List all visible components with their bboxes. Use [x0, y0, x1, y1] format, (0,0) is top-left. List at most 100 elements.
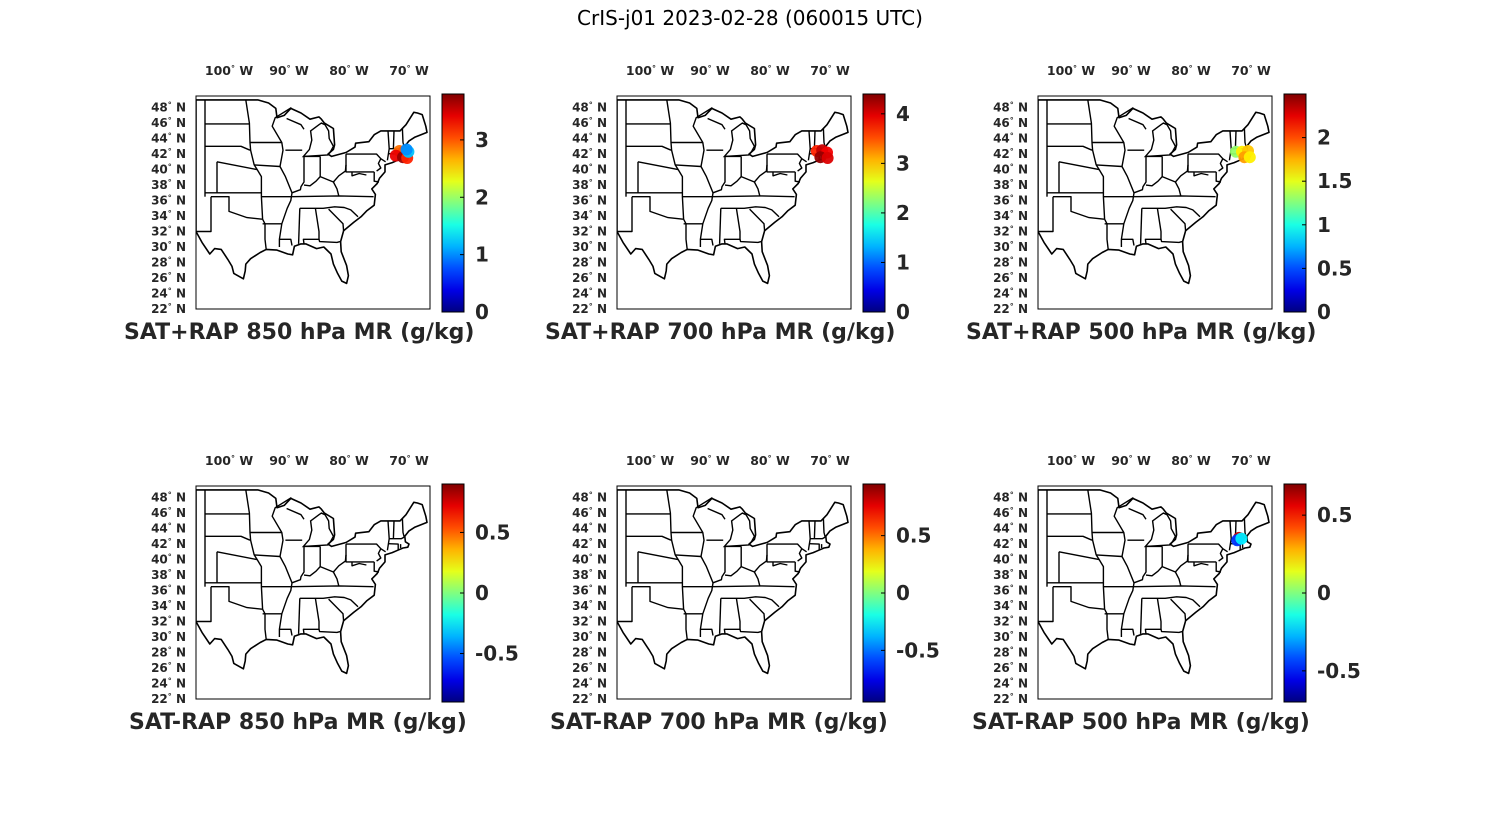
colorbar-tick-label: -0.5: [896, 638, 940, 662]
lat-tick-label: 38° N: [993, 568, 1028, 582]
colorbar-tick-label: 0: [1317, 300, 1331, 324]
lat-tick-label: 48° N: [151, 101, 186, 115]
state-border: [1121, 628, 1135, 636]
lat-tick-label: 40° N: [993, 553, 1028, 567]
colorbar: [862, 93, 886, 313]
lat-tick-label: 22° N: [993, 692, 1028, 706]
lat-tick-label: 44° N: [151, 522, 186, 536]
map-panel-sat-minus-rap-700: 100° W 90° W 80° W 70° W 48° N 46° N 44° N 42° …: [545, 450, 965, 750]
state-border: [291, 195, 374, 198]
lat-tick-label: 26° N: [151, 271, 186, 285]
lat-tick-label: 46° N: [572, 506, 607, 520]
colorbar-tick-label: 3: [896, 151, 910, 175]
lat-tick-label: 40° N: [151, 553, 186, 567]
state-border: [675, 164, 702, 168]
map-frame: [195, 95, 431, 310]
map-panel-sat-plus-rap-850: 100° W 90° W 80° W 70° W 48° N 46° N 44° N 42° …: [124, 60, 544, 360]
state-border: [245, 489, 267, 640]
coastline: [617, 489, 849, 675]
colorbar-tick-label: 1.5: [1317, 169, 1352, 193]
map-axes: 100° W 90° W 80° W 70° W 48° N46° N 44° N42° …: [993, 453, 1361, 706]
colorbar-tick-label: 1: [475, 243, 489, 267]
colorbar-tick-label: 1: [1317, 213, 1331, 237]
colorbar-tick-label: 0.5: [1317, 256, 1352, 280]
lon-tick-label: 70° W: [810, 453, 850, 468]
state-border: [1193, 171, 1209, 177]
state-border: [718, 598, 722, 634]
state-border: [318, 629, 341, 634]
lat-tick-label: 28° N: [572, 646, 607, 660]
lat-tick-label: 36° N: [572, 194, 607, 208]
state-border: [1170, 598, 1187, 621]
lon-tick-label: 90° W: [690, 63, 730, 78]
lat-tick-label: 42° N: [993, 147, 1028, 161]
coastline: [196, 489, 428, 675]
lat-tick-label: 40° N: [572, 163, 607, 177]
state-border: [1187, 164, 1217, 173]
colorbar-tick-label: 2: [896, 201, 910, 225]
lon-tick-label: 70° W: [389, 453, 429, 468]
panel-title: SAT+RAP 700 hPa MR (g/kg): [545, 320, 896, 345]
state-border: [299, 596, 359, 608]
state-border: [749, 208, 766, 231]
lat-tick-label: 48° N: [993, 101, 1028, 115]
lat-tick-label: 26° N: [993, 661, 1028, 675]
map-panel-sat-plus-rap-500: 100° W 90° W 80° W 70° W 48° N 46° N 44° N 42° …: [966, 60, 1386, 360]
state-border: [739, 239, 762, 244]
state-border: [376, 548, 382, 562]
lat-tick-label: 38° N: [151, 568, 186, 582]
state-border: [1139, 598, 1143, 634]
state-border: [1188, 153, 1228, 163]
map-geography: [196, 99, 428, 285]
state-border: [666, 99, 688, 250]
map-axes: 100° W 90° W 80° W 70° W 48° N46° N 44° N42° …: [151, 453, 519, 706]
lat-tick-label: 22° N: [993, 302, 1028, 316]
lon-tick-label: 70° W: [389, 63, 429, 78]
state-border: [1160, 629, 1183, 634]
map-background: [617, 486, 851, 699]
map-frame: [1037, 485, 1273, 700]
state-border: [772, 171, 788, 177]
lat-tick-label: 36° N: [572, 584, 607, 598]
state-border: [345, 554, 375, 563]
map-axes: 100° W 90° W 80° W 70° W 48° N46° N 44° N42° …: [151, 63, 489, 324]
colorbar-tick-label: 4: [896, 102, 910, 126]
state-border: [740, 154, 768, 183]
state-border: [810, 536, 826, 540]
map-geography: [196, 489, 428, 675]
lon-tick-label: 100° W: [626, 453, 674, 468]
colorbar-tick-label: 2: [475, 185, 489, 209]
state-border: [1128, 117, 1147, 130]
lat-tick-label: 48° N: [151, 491, 186, 505]
state-border: [211, 585, 263, 610]
state-border: [1234, 130, 1237, 149]
state-border: [332, 571, 340, 587]
state-border: [1141, 596, 1201, 608]
state-border: [389, 536, 405, 540]
state-border: [392, 130, 395, 149]
lat-tick-label: 26° N: [151, 661, 186, 675]
lon-tick-label: 100° W: [1047, 63, 1095, 78]
state-border: [675, 554, 702, 558]
state-border: [392, 520, 395, 539]
lat-tick-label: 42° N: [993, 537, 1028, 551]
state-border: [637, 161, 679, 171]
panel-title: SAT-RAP 850 hPa MR (g/kg): [129, 710, 467, 735]
state-border: [1058, 551, 1100, 561]
lat-tick-label: 46° N: [993, 116, 1028, 130]
coastline: [196, 99, 428, 285]
state-border: [1133, 546, 1147, 584]
map-frame: [616, 485, 852, 700]
lon-tick-label: 70° W: [810, 63, 850, 78]
lat-tick-label: 42° N: [572, 537, 607, 551]
state-border: [328, 208, 345, 231]
state-border: [767, 153, 807, 163]
lat-tick-label: 44° N: [572, 132, 607, 146]
lat-tick-label: 32° N: [151, 225, 186, 239]
state-border: [346, 543, 386, 553]
map-axes: 100° W 90° W 80° W 70° W 48° N46° N 44° N42° …: [993, 63, 1352, 324]
lat-tick-label: 34° N: [572, 599, 607, 613]
lat-tick-label: 36° N: [151, 584, 186, 598]
state-border: [712, 195, 795, 198]
lat-tick-label: 32° N: [572, 225, 607, 239]
